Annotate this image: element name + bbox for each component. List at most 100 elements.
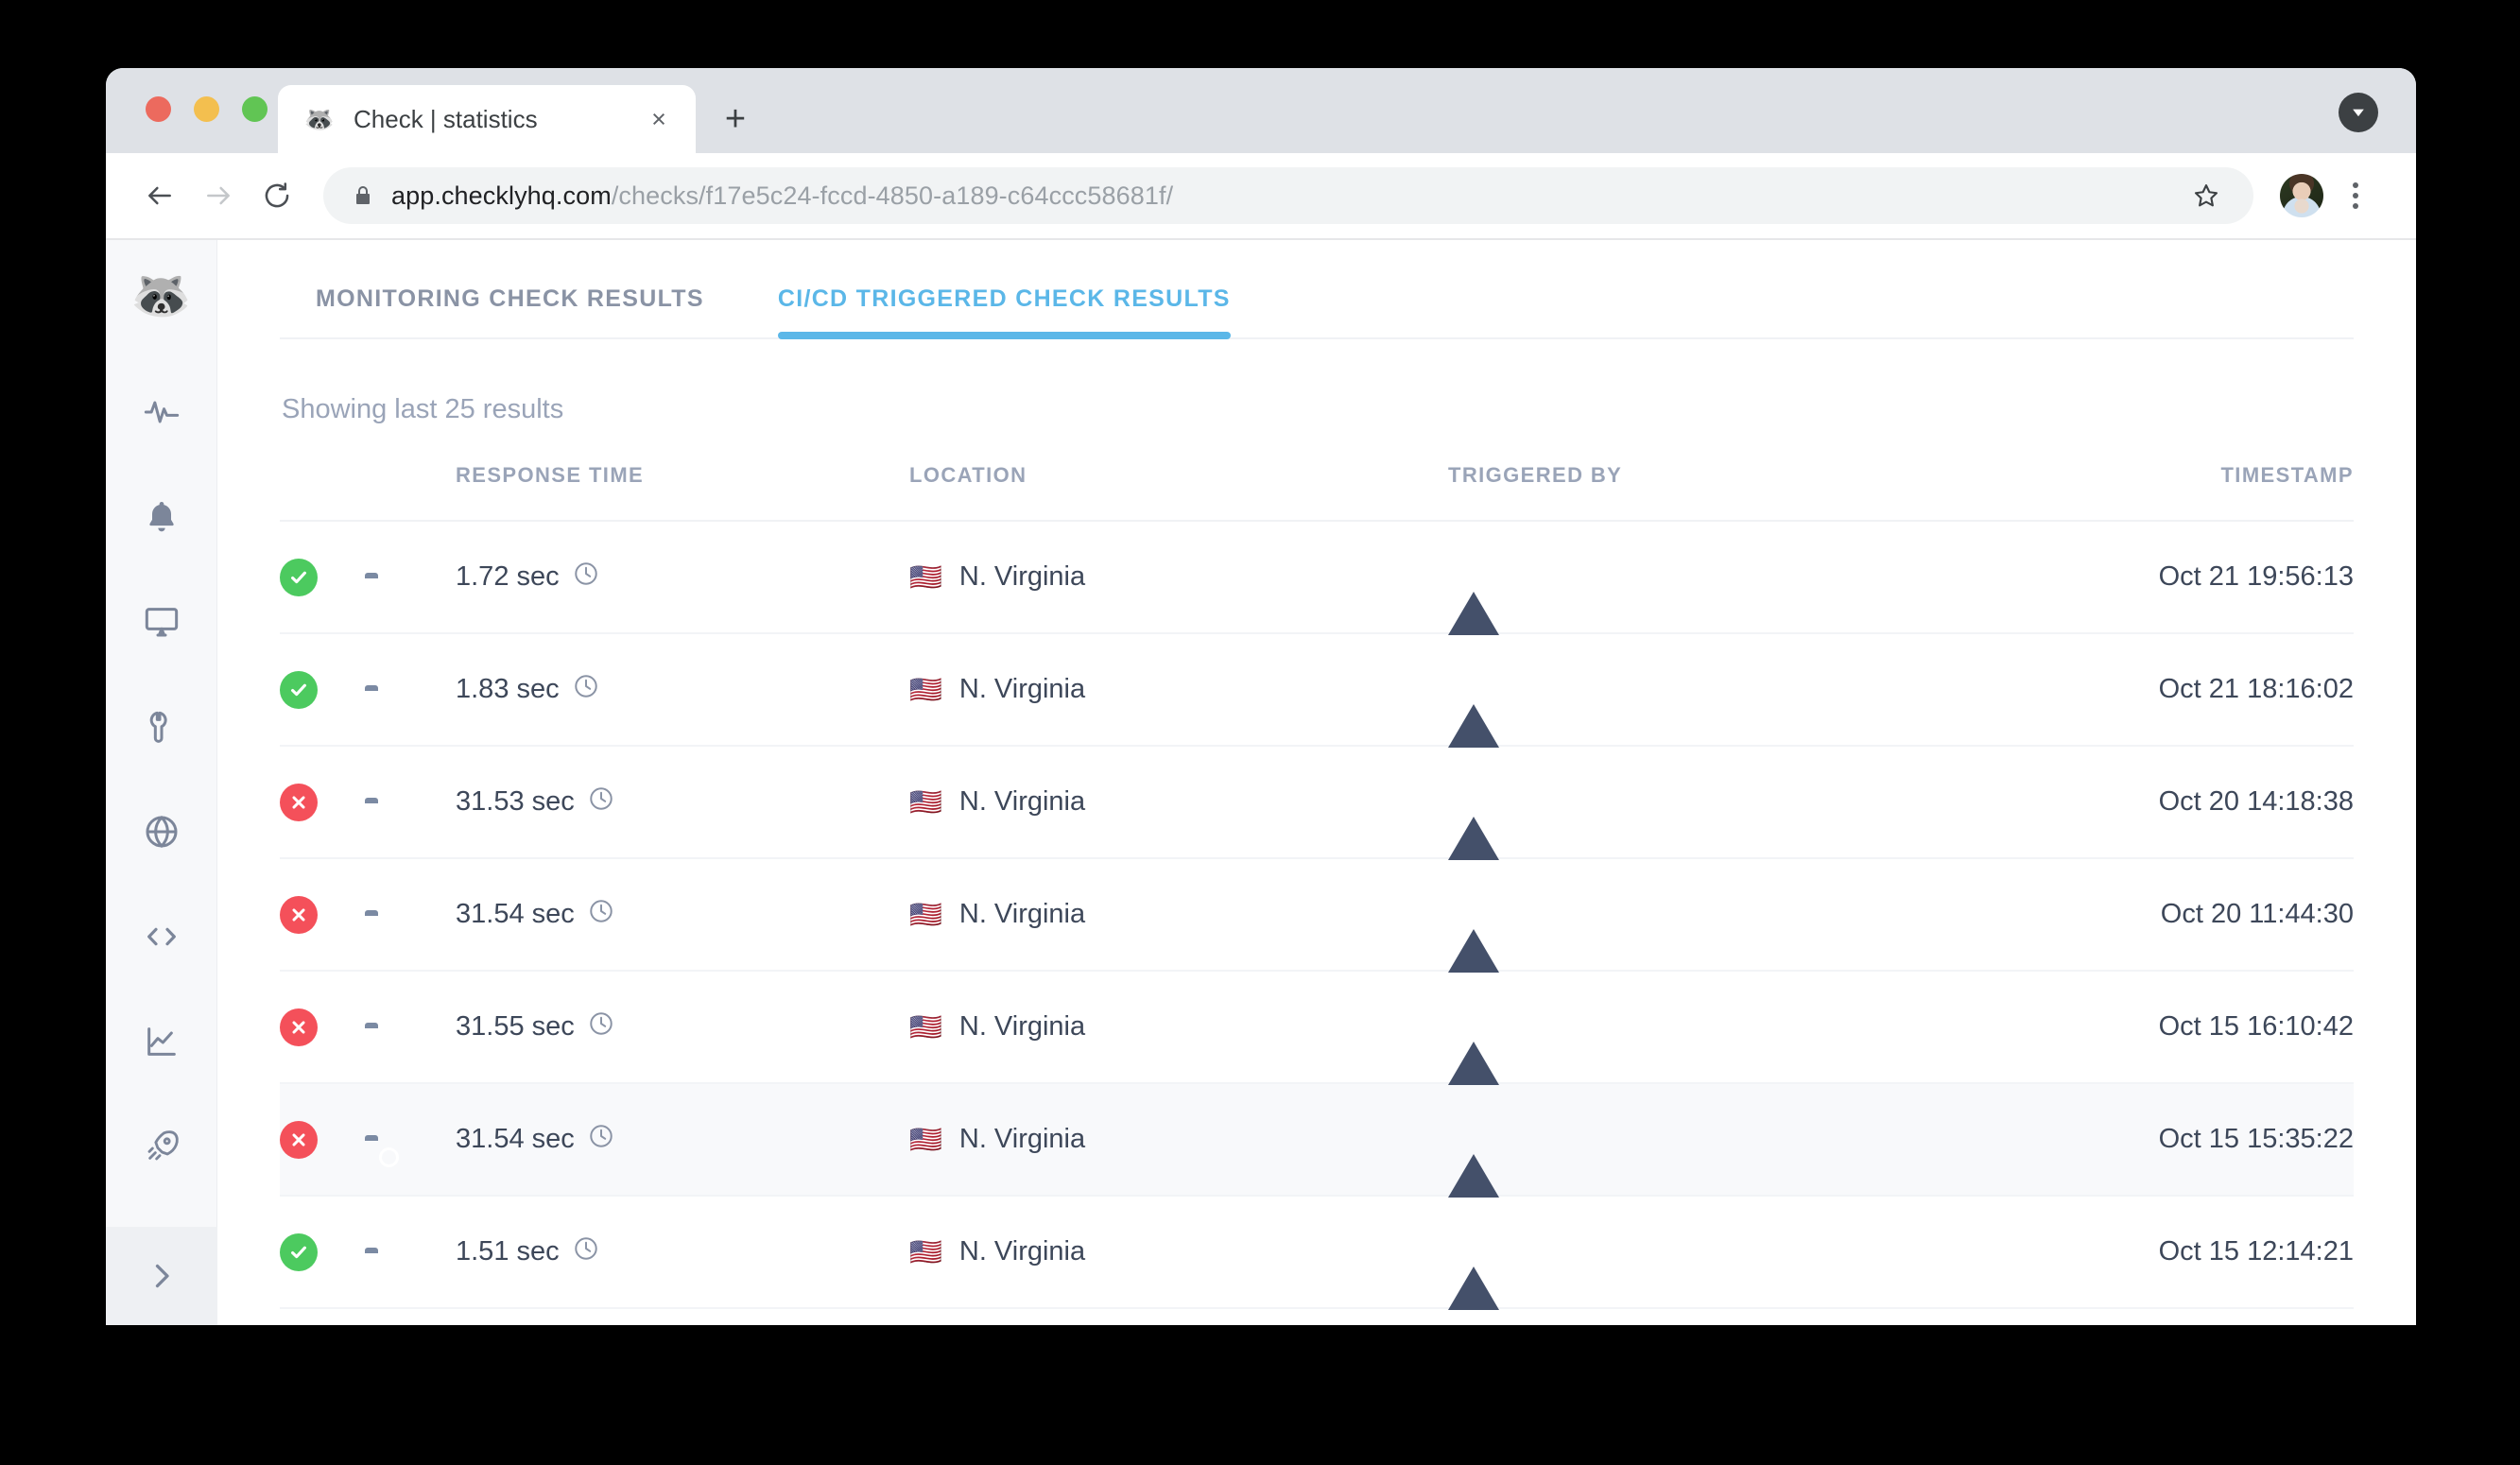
cell-triggered-by [1448, 1196, 1996, 1310]
column-timestamp: TIMESTAMP [1996, 463, 2354, 522]
vercel-logo-icon [1448, 1124, 1499, 1198]
vercel-logo-icon [1448, 1236, 1499, 1310]
cell-timestamp: Oct 15 16:10:42 [2158, 1011, 2354, 1042]
window-controls [146, 96, 268, 122]
chevron-right-icon [155, 1264, 169, 1288]
location-name: N. Virginia [958, 1124, 1086, 1154]
cell-triggered-by [1448, 971, 1996, 1085]
sidebar-item-code[interactable] [106, 884, 217, 989]
response-time-value: 31.54 sec [456, 899, 575, 929]
cell-screenshot[interactable] [361, 971, 456, 1083]
raccoon-favicon-icon: 🦝 [303, 105, 336, 133]
cell-timestamp: Oct 21 19:56:13 [2158, 561, 2354, 592]
table-row[interactable]: 1.51 sec 🇺🇸 N. Virginia Oct 15 12:14:21 [280, 1196, 2354, 1310]
clock-icon [588, 785, 614, 819]
sidebar-item-maintenance[interactable] [106, 674, 217, 779]
vercel-logo-icon [1448, 786, 1499, 860]
sidebar-item-status-pages[interactable] [106, 779, 217, 884]
maximize-window-button[interactable] [242, 96, 268, 122]
close-window-button[interactable] [146, 96, 171, 122]
app-sidebar: 🦝 [106, 240, 217, 1325]
browser-tab-strip: 🦝 Check | statistics × + [106, 68, 2416, 153]
checkly-logo-icon[interactable]: 🦝 [130, 268, 192, 323]
main-content: MONITORING CHECK RESULTS CI/CD TRIGGERED… [217, 240, 2416, 1325]
bookmark-star-icon[interactable] [2182, 171, 2231, 220]
cell-status [280, 1196, 361, 1308]
location-name: N. Virginia [958, 1236, 1086, 1267]
table-row[interactable]: 31.54 sec 🇺🇸 N. Virginia Oct 15 15:35:22 [280, 1083, 2354, 1198]
code-icon [147, 927, 176, 945]
cell-screenshot[interactable] [361, 858, 456, 971]
chevron-down-icon[interactable] [2339, 93, 2378, 132]
cell-screenshot[interactable] [361, 1083, 456, 1196]
cell-screenshot[interactable] [361, 521, 456, 633]
response-time-value: 31.53 sec [456, 786, 575, 817]
check-circle-icon [280, 558, 318, 596]
sidebar-item-alerts[interactable] [106, 464, 217, 569]
sidebar-item-browser-checks[interactable] [106, 569, 217, 674]
close-tab-icon[interactable]: × [651, 104, 666, 133]
minimize-window-button[interactable] [194, 96, 219, 122]
vercel-logo-icon [1448, 1011, 1499, 1085]
address-host: app.checklyhq.com [391, 181, 612, 210]
us-flag-icon: 🇺🇸 [909, 1236, 942, 1267]
table-body: 1.72 sec 🇺🇸 N. Virginia Oct 21 19:56:13 1.83… [280, 521, 2354, 1310]
address-bar[interactable]: app.checklyhq.com/checks/f17e5c24-fccd-4… [323, 167, 2253, 224]
clock-icon [573, 1235, 599, 1269]
table-row[interactable]: 31.53 sec 🇺🇸 N. Virginia Oct 20 14:18:38 [280, 746, 2354, 860]
us-flag-icon: 🇺🇸 [909, 899, 942, 929]
column-status [280, 463, 361, 522]
cell-status [280, 858, 361, 971]
cell-status [280, 971, 361, 1083]
response-time-value: 1.83 sec [456, 674, 560, 704]
cell-location: 🇺🇸 N. Virginia [909, 971, 1448, 1083]
app-body: 🦝 [106, 240, 2416, 1325]
cell-screenshot[interactable] [361, 633, 456, 746]
cell-response-time: 1.51 sec [456, 1196, 909, 1308]
cell-response-time: 31.54 sec [456, 858, 909, 971]
browser-tab[interactable]: 🦝 Check | statistics × [278, 85, 696, 153]
column-location: LOCATION [909, 463, 1448, 522]
sidebar-item-activity[interactable] [106, 359, 217, 464]
table-row[interactable]: 1.72 sec 🇺🇸 N. Virginia Oct 21 19:56:13 [280, 521, 2354, 635]
clock-icon [588, 898, 614, 932]
table-row[interactable]: 1.83 sec 🇺🇸 N. Virginia Oct 21 18:16:02 [280, 633, 2354, 748]
cell-location: 🇺🇸 N. Virginia [909, 1083, 1448, 1196]
tab-monitoring-check-results[interactable]: MONITORING CHECK RESULTS [316, 285, 704, 312]
sidebar-item-deployments[interactable] [106, 1094, 217, 1198]
table-row[interactable]: 31.54 sec 🇺🇸 N. Virginia Oct 20 11:44:30 [280, 858, 2354, 973]
cell-screenshot[interactable] [361, 1196, 456, 1308]
rocket-icon [147, 1129, 179, 1160]
sidebar-expand-button[interactable] [106, 1227, 217, 1325]
cross-circle-icon [280, 783, 318, 821]
sidebar-item-analytics[interactable] [106, 989, 217, 1094]
cell-triggered-by [1448, 521, 1996, 635]
reload-button[interactable] [248, 166, 306, 225]
cross-circle-icon [280, 1008, 318, 1046]
us-flag-icon: 🇺🇸 [909, 1124, 942, 1154]
back-button[interactable] [130, 166, 189, 225]
cell-location: 🇺🇸 N. Virginia [909, 746, 1448, 858]
sidebar-nav [106, 359, 217, 1227]
column-response-time: RESPONSE TIME [456, 463, 909, 522]
cell-timestamp: Oct 15 15:35:22 [2158, 1124, 2354, 1154]
cell-location: 🇺🇸 N. Virginia [909, 521, 1448, 633]
cell-status [280, 1083, 361, 1196]
clock-icon [588, 1010, 614, 1044]
cell-timestamp: Oct 20 14:18:38 [2158, 786, 2354, 817]
cell-timestamp: Oct 21 18:16:02 [2158, 674, 2354, 704]
cell-status [280, 746, 361, 858]
forward-button[interactable] [189, 166, 248, 225]
browser-menu-icon[interactable] [2333, 173, 2378, 218]
cell-response-time: 1.72 sec [456, 521, 909, 633]
us-flag-icon: 🇺🇸 [909, 674, 942, 704]
cell-timestamp: Oct 15 12:14:21 [2158, 1236, 2354, 1267]
table-row[interactable]: 31.55 sec 🇺🇸 N. Virginia Oct 15 16:10:42 [280, 971, 2354, 1085]
cell-screenshot[interactable] [361, 746, 456, 858]
table-header-row: RESPONSE TIME LOCATION TRIGGERED BY TIME… [280, 463, 2354, 522]
profile-avatar[interactable] [2280, 174, 2323, 217]
tab-cicd-triggered-check-results[interactable]: CI/CD TRIGGERED CHECK RESULTS [777, 285, 1231, 339]
check-circle-icon [280, 1232, 318, 1271]
new-tab-button[interactable]: + [724, 98, 747, 139]
address-path: /checks/f17e5c24-fccd-4850-a189-c64ccc58… [611, 181, 1174, 210]
